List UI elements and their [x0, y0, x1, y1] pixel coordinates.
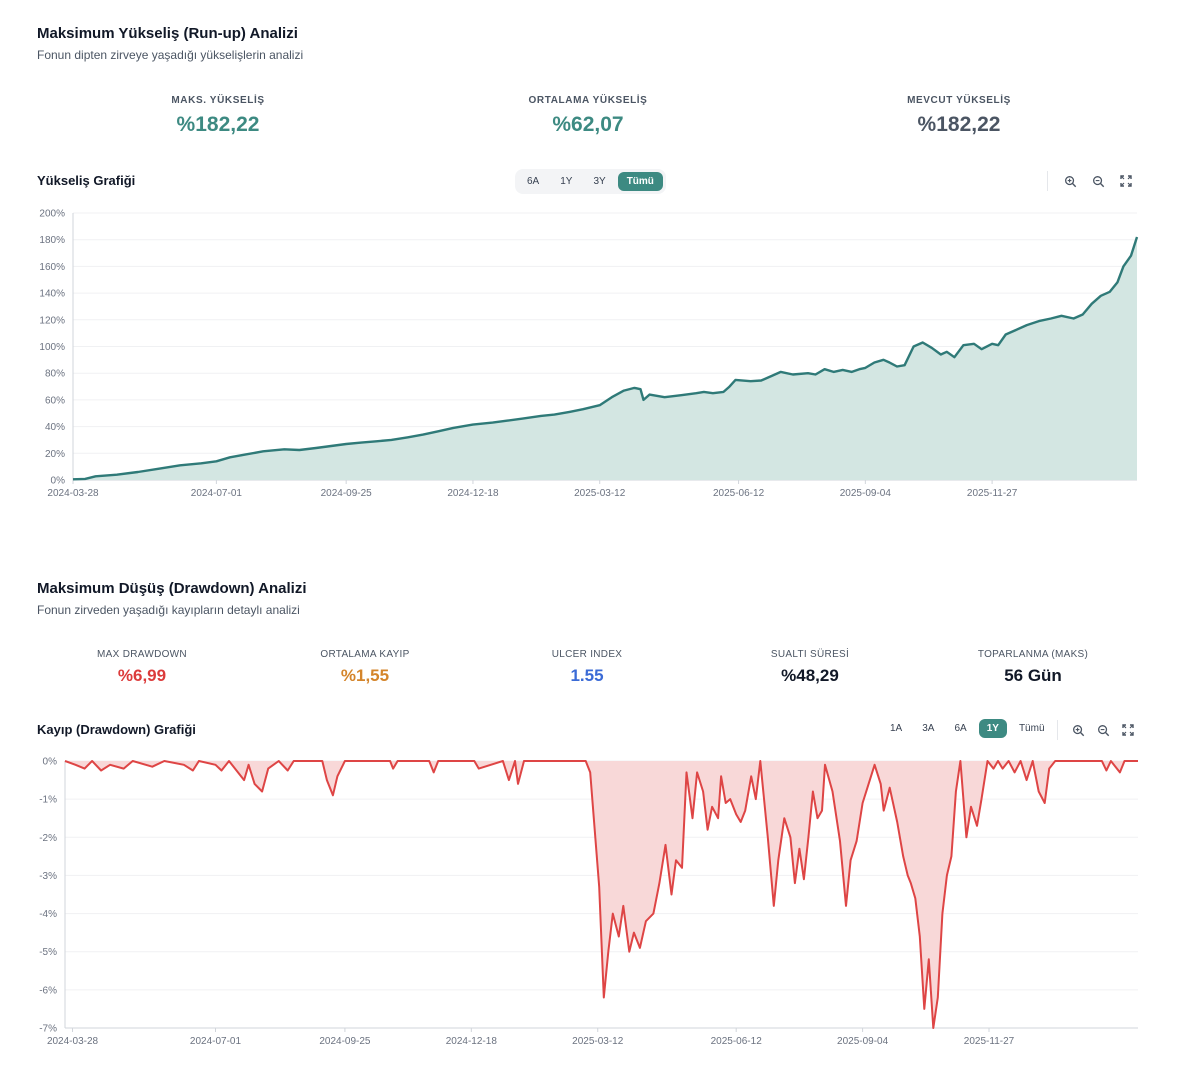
fullscreen-icon[interactable]: [1120, 722, 1136, 738]
y-tick-label: 100%: [39, 342, 65, 353]
stat-value: 56 Gün: [1004, 666, 1062, 685]
y-tick-label: 140%: [39, 289, 65, 300]
y-tick-label: 0%: [51, 476, 66, 487]
x-tick-label: 2024-03-28: [47, 1036, 99, 1045]
zoom-in-icon[interactable]: [1062, 173, 1078, 189]
y-tick-label: -6%: [39, 985, 57, 996]
range-3y-button[interactable]: 3Y: [593, 176, 606, 187]
stat-value: %182,22: [176, 113, 260, 136]
y-tick-label: 80%: [45, 369, 65, 380]
current-runup-stat: MEVCUT YÜKSELİŞ %182,22: [859, 95, 1059, 137]
drawdown-range-selector: 1A 3A 6A 1Y Tümü: [882, 719, 1053, 738]
stat-label: ORTALAMA KAYIP: [320, 649, 410, 660]
y-tick-label: 60%: [45, 395, 65, 406]
range-1y-button[interactable]: 1Y: [560, 176, 573, 187]
runup-section-title: Maksimum Yükseliş (Run-up) Analizi: [37, 25, 298, 42]
x-tick-label: 2024-07-01: [190, 1036, 242, 1045]
drawdown-section-subtitle: Fonun zirveden yaşadığı kayıpların detay…: [37, 603, 300, 617]
x-tick-label: 2024-09-25: [321, 488, 373, 499]
runup-range-selector: 6A 1Y 3Y Tümü: [515, 169, 666, 194]
zoom-out-icon[interactable]: [1095, 722, 1111, 738]
stat-value: %6,99: [117, 666, 167, 685]
stat-value: %1,55: [340, 666, 390, 685]
y-tick-label: 20%: [45, 449, 65, 460]
x-tick-label: 2025-11-27: [967, 488, 1018, 499]
y-tick-label: 120%: [39, 315, 65, 326]
runup-chart-title: Yükseliş Grafiği: [37, 173, 136, 188]
max-runup-stat: MAKS. YÜKSELİŞ %182,22: [118, 95, 318, 137]
toolbar-divider: [1057, 720, 1058, 740]
x-tick-label: 2025-06-12: [713, 488, 765, 499]
underwater-duration-stat: SUALTI SÜRESİ %48,29: [730, 649, 890, 686]
x-tick-label: 2024-12-18: [447, 488, 499, 499]
y-tick-label: 40%: [45, 422, 65, 433]
y-tick-label: -7%: [39, 1024, 57, 1035]
range-3a-button[interactable]: 3A: [922, 723, 935, 734]
range-1y-button[interactable]: 1Y: [978, 719, 1007, 738]
stat-label: TOPARLANMA (MAKS): [977, 649, 1089, 660]
stat-value: %182,22: [917, 113, 1001, 136]
stat-label: MAX DRAWDOWN: [97, 649, 187, 660]
toolbar-divider: [1047, 171, 1048, 191]
y-tick-label: 180%: [39, 235, 65, 246]
x-tick-label: 2024-09-25: [319, 1036, 371, 1045]
x-tick-label: 2024-03-28: [47, 488, 99, 499]
x-tick-label: 2025-09-04: [840, 488, 892, 499]
stat-label: MEVCUT YÜKSELİŞ: [907, 95, 1011, 106]
runup-chart: 0% 20% 40% 60% 80% 100% 120% 140% 160% 180% 200% 20…: [39, 209, 1139, 499]
ulcer-index-stat: ULCER INDEX 1.55: [507, 649, 667, 686]
y-tick-label: -1%: [39, 795, 57, 806]
zoom-out-icon[interactable]: [1090, 173, 1106, 189]
range-1a-button[interactable]: 1A: [890, 723, 903, 734]
stat-label: MAKS. YÜKSELİŞ: [171, 95, 265, 106]
y-tick-label: -3%: [39, 871, 57, 882]
stat-value: 1.55: [570, 666, 604, 685]
runup-section-subtitle: Fonun dipten zirveye yaşadığı yükselişle…: [37, 48, 304, 62]
range-all-button[interactable]: Tümü: [617, 172, 663, 191]
range-6a-button[interactable]: 6A: [527, 176, 540, 187]
max-recovery-stat: TOPARLANMA (MAKS) 56 Gün: [953, 649, 1113, 686]
stat-label: SUALTI SÜRESİ: [770, 649, 850, 660]
zoom-in-icon[interactable]: [1070, 722, 1086, 738]
x-tick-label: 2025-03-12: [572, 1036, 624, 1045]
x-tick-label: 2025-09-04: [837, 1036, 889, 1045]
y-tick-label: -5%: [39, 947, 57, 958]
y-tick-label: 160%: [39, 262, 65, 273]
fullscreen-icon[interactable]: [1118, 173, 1134, 189]
series-line: [64, 760, 1138, 1029]
avg-loss-stat: ORTALAMA KAYIP %1,55: [285, 649, 445, 686]
stat-label: ULCER INDEX: [551, 649, 623, 660]
y-tick-label: 200%: [39, 209, 65, 220]
stat-value: %48,29: [781, 666, 839, 685]
stat-value: %62,07: [552, 113, 624, 136]
runup-chart-toolbar: [1062, 173, 1134, 189]
max-drawdown-stat: MAX DRAWDOWN %6,99: [62, 649, 222, 686]
x-tick-label: 2025-06-12: [711, 1036, 763, 1045]
drawdown-chart: 0% -1% -2% -3% -4% -5% -6% -7%2024-03-28 2024-07…: [39, 757, 1138, 1045]
x-tick-label: 2025-11-27: [964, 1036, 1015, 1045]
range-6a-button[interactable]: 6A: [954, 723, 967, 734]
y-tick-label: -2%: [39, 833, 57, 844]
drawdown-chart-title: Kayıp (Drawdown) Grafiği: [37, 722, 196, 737]
y-tick-label: 0%: [43, 757, 58, 768]
series-area: [73, 237, 1137, 480]
series-area: [65, 761, 1138, 1028]
x-tick-label: 2024-07-01: [191, 488, 243, 499]
y-tick-label: -4%: [39, 909, 57, 920]
x-tick-label: 2025-03-12: [574, 488, 626, 499]
x-tick-label: 2024-12-18: [446, 1036, 498, 1045]
drawdown-chart-toolbar: [1070, 722, 1136, 738]
stat-label: ORTALAMA YÜKSELİŞ: [528, 95, 648, 106]
series-line: [72, 236, 1139, 481]
avg-runup-stat: ORTALAMA YÜKSELİŞ %62,07: [488, 95, 688, 137]
range-all-button[interactable]: Tümü: [1018, 723, 1045, 734]
drawdown-section-title: Maksimum Düşüş (Drawdown) Analizi: [37, 580, 307, 597]
